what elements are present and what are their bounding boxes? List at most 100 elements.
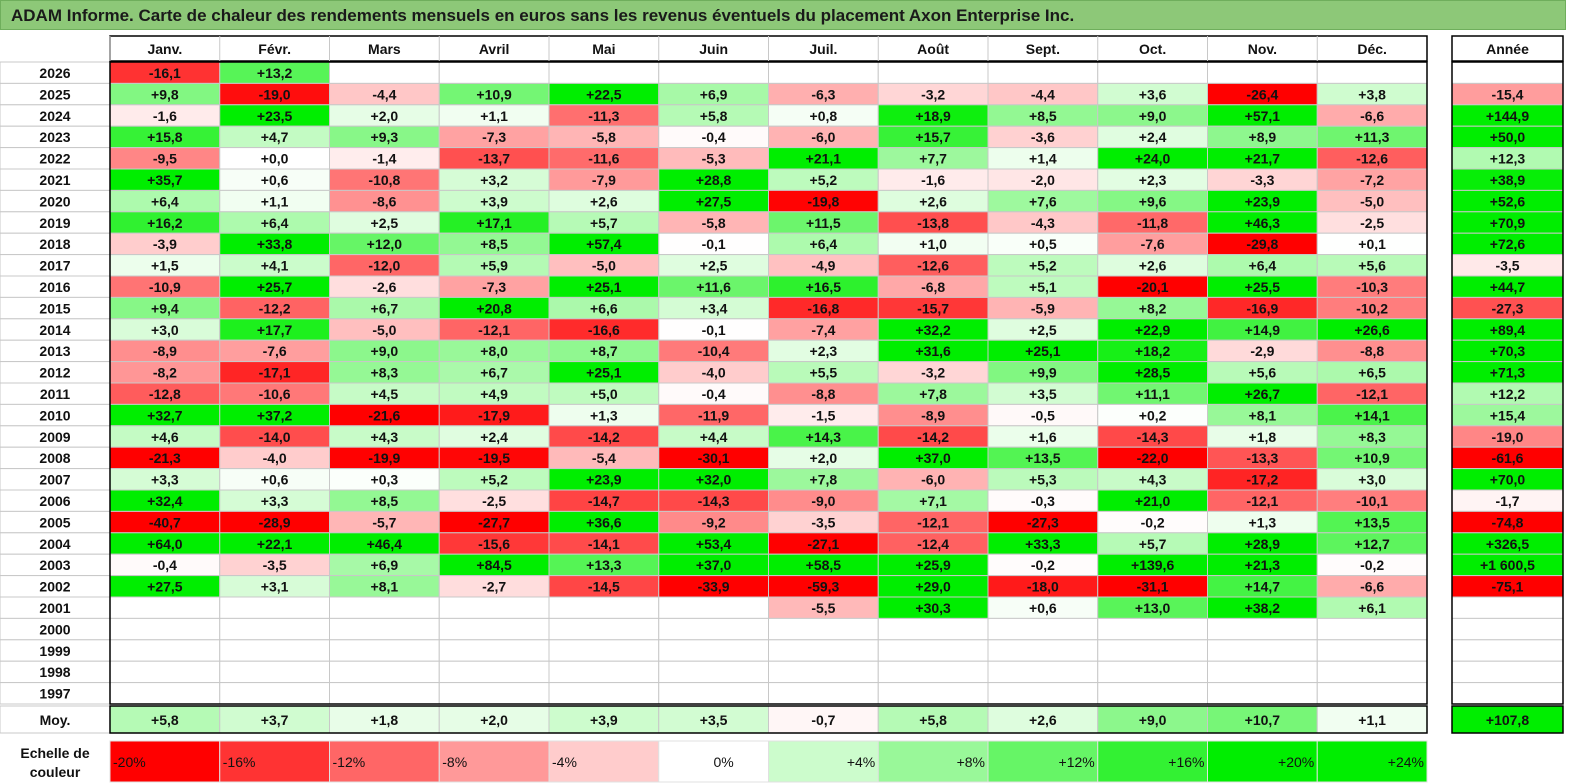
year-header-cell [1451,35,1564,62]
cell-value-2021-7: +5,2 [810,172,838,188]
cell-value-2017-7: -4,9 [811,258,835,274]
cell-2001-4 [438,596,550,619]
year-label-2004: 2004 [39,536,70,552]
cell-1998-12 [1316,660,1428,684]
year-total-2014: +89,4 [1490,322,1526,338]
year-label-2010: 2010 [39,407,70,423]
cell-value-2006-7: -9,0 [811,493,835,509]
cell-value-2012-3: +8,3 [371,365,399,381]
cell-value-2017-6: +2,5 [700,258,728,274]
cell-value-2004-9: +33,3 [1025,536,1061,552]
cell-value-2007-12: +3,0 [1358,472,1386,488]
cell-value-2019-9: -4,3 [1031,215,1055,231]
cell-value-2018-10: -7,6 [1141,236,1165,252]
year-label-2008: 2008 [39,450,70,466]
cell-value-2022-2: +0,0 [261,151,289,167]
cell-value-2011-6: -0,4 [702,386,726,402]
cell-value-2005-5: +36,6 [586,514,622,530]
cell-value-2024-4: +1,1 [480,108,508,124]
cell-value-2006-1: +32,4 [147,493,183,509]
cell-value-2017-9: +5,2 [1029,258,1057,274]
average-cell-3 [329,705,440,734]
month-header-8: Août [917,41,949,57]
cell-value-2002-1: +27,5 [147,579,183,595]
cell-value-2017-2: +4,1 [261,258,289,274]
cell-value-2008-8: +37,0 [915,450,951,466]
cell-value-2013-4: +8,0 [480,343,508,359]
cell-value-2020-7: -19,8 [807,193,839,209]
cell-value-2015-12: -10,2 [1356,300,1388,316]
cell-value-2021-9: -2,0 [1031,172,1055,188]
cell-value-2002-12: -6,6 [1360,579,1384,595]
cell-1997-4 [438,682,550,705]
cell-value-2009-12: +8,3 [1358,429,1386,445]
cell-value-2015-6: +3,4 [700,300,728,316]
average-cell-10 [1097,705,1208,734]
scale-swatch-12 [1316,740,1428,783]
cell-1997-11 [1207,682,1318,705]
cell-value-2025-1: +9,8 [151,86,179,102]
year-total-2010: +15,4 [1490,407,1526,423]
cell-value-2012-9: +9,9 [1029,365,1057,381]
month-header-6: Juin [699,41,728,57]
cell-value-2019-4: +17,1 [476,215,512,231]
cell-value-2025-8: -3,2 [921,86,945,102]
scale-label-line1: Echelle de [20,745,89,761]
scale-swatch-3 [329,740,440,783]
year-label-2001: 2001 [39,600,70,616]
cell-1998-8 [877,660,989,684]
cell-value-2008-10: -22,0 [1137,450,1169,466]
cell-value-2017-10: +2,6 [1139,258,1167,274]
scale-swatch-5 [548,740,660,783]
cell-value-2007-11: -17,2 [1246,472,1278,488]
cell-value-2008-12: +10,9 [1354,450,1390,466]
cell-value-2021-1: +35,7 [147,172,183,188]
cell-1999-5 [548,639,660,662]
cell-value-2015-11: -16,9 [1246,300,1278,316]
cell-value-2011-7: -8,8 [811,386,835,402]
cell-2026-12 [1316,61,1428,84]
cell-value-2005-10: -0,2 [1141,514,1165,530]
cell-value-2018-7: +6,4 [810,236,838,252]
year-label-2006: 2006 [39,493,70,509]
month-header-10: Oct. [1139,41,1166,57]
cell-value-2012-1: -8,2 [153,365,177,381]
cell-2000-3 [329,617,440,641]
cell-value-2002-2: +3,1 [261,579,289,595]
year-label-1999: 1999 [39,643,70,659]
cell-value-2009-4: +2,4 [480,429,508,445]
cell-value-2003-5: +13,3 [586,557,622,573]
year-total-2004: +326,5 [1486,536,1529,552]
cell-value-2004-12: +12,7 [1354,536,1390,552]
cell-value-2004-6: +53,4 [696,536,732,552]
cell-value-2020-2: +1,1 [261,193,289,209]
cell-value-2003-2: -3,5 [263,557,287,573]
cell-value-2017-5: -5,0 [592,258,616,274]
year-total-2012: +71,3 [1490,365,1526,381]
cell-value-2017-12: +5,6 [1358,258,1386,274]
cell-value-2023-11: +8,9 [1249,129,1277,145]
cell-value-2008-3: -19,9 [368,450,400,466]
month-header-4: Avril [479,41,510,57]
cell-value-2007-8: -6,0 [921,472,945,488]
month-header-11: Nov. [1248,41,1277,57]
cell-value-2003-11: +21,3 [1245,557,1281,573]
cell-value-2004-10: +5,7 [1139,536,1167,552]
month-header-5: Mai [592,41,615,57]
year-total-cell-1997 [1451,682,1564,705]
cell-value-2022-7: +21,1 [806,151,842,167]
scale-label-4: -8% [442,754,467,770]
average-value-4: +2,0 [480,712,508,728]
average-year-value: +107,8 [1486,712,1529,728]
scale-label-5: -4% [552,754,577,770]
cell-value-2007-10: +4,3 [1139,472,1167,488]
year-total-2002: -75,1 [1492,579,1524,595]
scale-label-2: -16% [223,754,256,770]
cell-value-2010-6: -11,9 [698,407,729,423]
cell-1998-6 [658,660,769,684]
cell-value-2017-8: -12,6 [917,258,949,274]
cell-1998-2 [219,660,330,684]
cell-value-2023-12: +11,3 [1355,129,1390,145]
cell-value-2025-7: -6,3 [811,86,835,102]
cell-value-2009-3: +4,3 [371,429,399,445]
